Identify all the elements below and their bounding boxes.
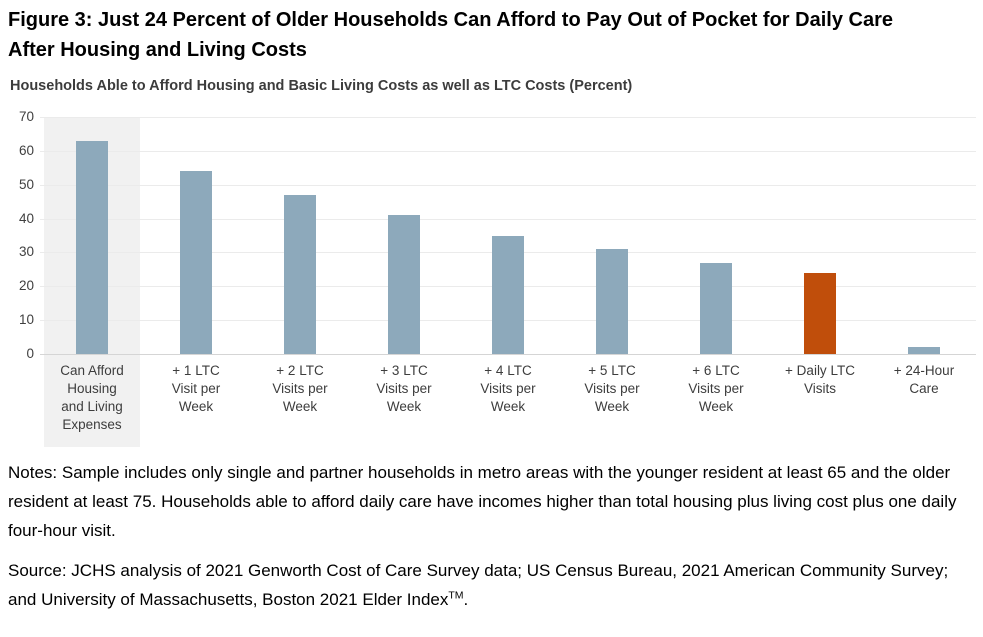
bar-6 xyxy=(596,249,628,354)
x-axis-label-line: Week xyxy=(490,399,526,414)
bar-3 xyxy=(284,194,316,354)
source-text: Source: JCHS analysis of 2021 Genworth C… xyxy=(8,556,965,614)
x-axis-label-line: + 2 LTC xyxy=(276,363,324,378)
source-trademark-superscript: TM xyxy=(448,589,464,602)
x-axis-category-label-5: + 4 LTC Visits per Week xyxy=(456,362,560,416)
x-axis-label-line: + 5 LTC xyxy=(588,363,636,378)
bar-8 xyxy=(804,272,836,354)
y-axis-tick-label: 50 xyxy=(18,176,34,192)
x-axis-category-label-9: + 24-Hour Care xyxy=(872,362,976,398)
bar-5 xyxy=(492,235,524,354)
bar-chart: 0 10 20 30 40 50 60 70 Can Afford Housing and Livi… xyxy=(0,109,983,458)
gridline xyxy=(40,184,976,186)
y-axis-tick-label: 60 xyxy=(18,142,34,158)
x-axis-label-line: + 1 LTC xyxy=(172,363,220,378)
gridline xyxy=(40,218,976,220)
x-axis-label-line: Visits per xyxy=(272,381,328,396)
y-axis-tick-label: 70 xyxy=(18,109,34,124)
x-axis-label-line: and Living xyxy=(61,399,123,414)
x-axis-label-line: Expenses xyxy=(62,417,122,432)
bar-2 xyxy=(180,171,212,354)
x-axis-label-line: Week xyxy=(282,399,318,414)
x-axis-category-label-2: + 1 LTC Visit per Week xyxy=(144,362,248,416)
y-axis-tick-label: 30 xyxy=(18,244,34,260)
x-axis-label-line: Week xyxy=(698,399,734,414)
x-axis-label-line: Visits xyxy=(803,381,836,396)
x-axis-category-label-6: + 5 LTC Visits per Week xyxy=(560,362,664,416)
notes-text: Notes: Sample includes only single and p… xyxy=(8,463,957,540)
bar-9 xyxy=(908,347,940,354)
x-axis-label-line: Visits per xyxy=(480,381,536,396)
x-axis-label-line: Week xyxy=(386,399,422,414)
x-axis-label-line: + Daily LTC xyxy=(785,363,855,378)
x-axis-label-line: + 4 LTC xyxy=(484,363,532,378)
chart-subtitle: Households Able to Afford Housing and Ba… xyxy=(10,78,633,94)
x-axis-label-line: + 3 LTC xyxy=(380,363,428,378)
x-axis-category-label-7: + 6 LTC Visits per Week xyxy=(664,362,768,416)
bar-4 xyxy=(388,215,420,354)
x-axis-label-line: + 6 LTC xyxy=(692,363,740,378)
x-axis-label-line: Week xyxy=(178,399,214,414)
x-axis-label-line: Week xyxy=(594,399,630,414)
x-axis-category-label-8: + Daily LTC Visits xyxy=(768,362,872,398)
bar-1 xyxy=(76,140,108,354)
x-axis-line xyxy=(40,354,976,355)
bar-7 xyxy=(700,262,732,354)
x-axis-category-label-3: + 2 LTC Visits per Week xyxy=(248,362,352,416)
figure-title-line-1: Figure 3: Just 24 Percent of Older House… xyxy=(8,9,893,31)
x-axis-label-line: Care xyxy=(909,381,939,396)
x-axis-label-line: Visit per xyxy=(171,381,221,396)
y-axis-tick-label: 40 xyxy=(18,210,34,226)
x-axis-category-label-4: + 3 LTC Visits per Week xyxy=(352,362,456,416)
x-axis-label-line: Housing xyxy=(67,381,117,396)
source-main: Source: JCHS analysis of 2021 Genworth C… xyxy=(8,561,949,609)
figure-title: Figure 3: Just 24 Percent of Older House… xyxy=(8,5,973,65)
gridline xyxy=(40,150,976,152)
x-axis-category-label-1: Can Afford Housing and Living Expenses xyxy=(40,362,144,434)
source-period: . xyxy=(463,590,469,609)
y-axis-tick-label: 10 xyxy=(18,312,34,328)
figure-title-line-2: After Housing and Living Costs xyxy=(8,39,307,61)
x-axis-label-line: + 24-Hour xyxy=(893,363,955,378)
x-axis-label-line: Can Afford xyxy=(60,363,124,378)
y-axis-tick-label: 20 xyxy=(18,278,34,294)
x-axis-label-line: Visits per xyxy=(688,381,744,396)
gridline xyxy=(40,117,976,118)
x-axis-label-line: Visits per xyxy=(584,381,640,396)
x-axis-label-line: Visits per xyxy=(376,381,432,396)
y-axis-tick-label: 0 xyxy=(26,346,34,361)
